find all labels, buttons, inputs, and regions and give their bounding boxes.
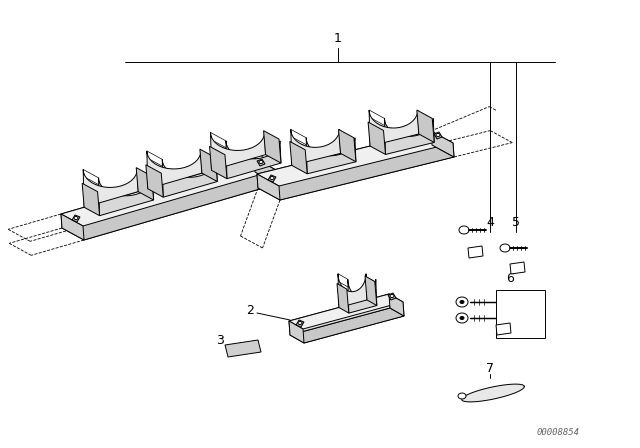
Polygon shape bbox=[209, 146, 227, 179]
Text: 7: 7 bbox=[486, 362, 494, 375]
Polygon shape bbox=[289, 294, 390, 335]
Polygon shape bbox=[369, 110, 419, 146]
Ellipse shape bbox=[270, 177, 274, 180]
Polygon shape bbox=[147, 151, 202, 189]
Ellipse shape bbox=[390, 294, 394, 297]
Polygon shape bbox=[257, 174, 280, 200]
Polygon shape bbox=[146, 165, 163, 197]
Polygon shape bbox=[496, 290, 545, 338]
Text: 1: 1 bbox=[334, 31, 342, 44]
Ellipse shape bbox=[456, 297, 468, 307]
Polygon shape bbox=[225, 340, 261, 357]
Polygon shape bbox=[226, 141, 281, 179]
Polygon shape bbox=[61, 158, 276, 226]
Polygon shape bbox=[431, 131, 454, 157]
Polygon shape bbox=[434, 132, 442, 139]
Polygon shape bbox=[279, 143, 454, 200]
Polygon shape bbox=[257, 159, 265, 166]
Polygon shape bbox=[496, 323, 511, 335]
Polygon shape bbox=[99, 178, 154, 215]
Polygon shape bbox=[83, 170, 277, 240]
Polygon shape bbox=[258, 145, 454, 200]
Polygon shape bbox=[303, 302, 404, 343]
Polygon shape bbox=[62, 172, 277, 240]
Polygon shape bbox=[385, 118, 434, 155]
Ellipse shape bbox=[459, 226, 469, 234]
Polygon shape bbox=[268, 175, 276, 182]
Polygon shape bbox=[254, 158, 277, 184]
Polygon shape bbox=[388, 293, 396, 300]
Polygon shape bbox=[365, 276, 377, 306]
Polygon shape bbox=[417, 110, 434, 142]
Polygon shape bbox=[296, 320, 304, 327]
Polygon shape bbox=[290, 308, 404, 343]
Polygon shape bbox=[290, 142, 307, 174]
Text: 5: 5 bbox=[512, 215, 520, 228]
Polygon shape bbox=[389, 294, 404, 316]
Text: 00008854: 00008854 bbox=[536, 427, 579, 436]
Polygon shape bbox=[257, 131, 453, 186]
Polygon shape bbox=[72, 215, 80, 222]
Polygon shape bbox=[61, 214, 84, 240]
Text: 4: 4 bbox=[486, 215, 494, 228]
Polygon shape bbox=[291, 129, 340, 165]
Polygon shape bbox=[461, 384, 524, 402]
Ellipse shape bbox=[436, 134, 440, 137]
Polygon shape bbox=[468, 246, 483, 258]
Ellipse shape bbox=[458, 393, 466, 399]
Polygon shape bbox=[61, 158, 255, 228]
Polygon shape bbox=[82, 183, 100, 215]
Polygon shape bbox=[337, 284, 349, 313]
Polygon shape bbox=[200, 149, 218, 181]
Polygon shape bbox=[368, 122, 385, 155]
Text: 6: 6 bbox=[506, 271, 514, 284]
Ellipse shape bbox=[74, 216, 78, 220]
Polygon shape bbox=[211, 133, 266, 170]
Polygon shape bbox=[264, 131, 281, 163]
Polygon shape bbox=[510, 262, 525, 274]
Ellipse shape bbox=[259, 160, 263, 164]
Text: 2: 2 bbox=[246, 303, 254, 316]
Polygon shape bbox=[136, 168, 154, 200]
Polygon shape bbox=[338, 274, 367, 307]
Polygon shape bbox=[348, 279, 377, 313]
Polygon shape bbox=[306, 138, 356, 174]
Polygon shape bbox=[257, 131, 432, 188]
Polygon shape bbox=[289, 321, 304, 343]
Ellipse shape bbox=[456, 313, 468, 323]
Polygon shape bbox=[339, 129, 356, 162]
Polygon shape bbox=[289, 294, 403, 329]
Ellipse shape bbox=[500, 244, 510, 252]
Polygon shape bbox=[163, 159, 218, 197]
Text: 3: 3 bbox=[216, 333, 224, 346]
Ellipse shape bbox=[298, 322, 302, 324]
Ellipse shape bbox=[460, 316, 464, 319]
Polygon shape bbox=[83, 169, 138, 207]
Ellipse shape bbox=[460, 301, 464, 303]
